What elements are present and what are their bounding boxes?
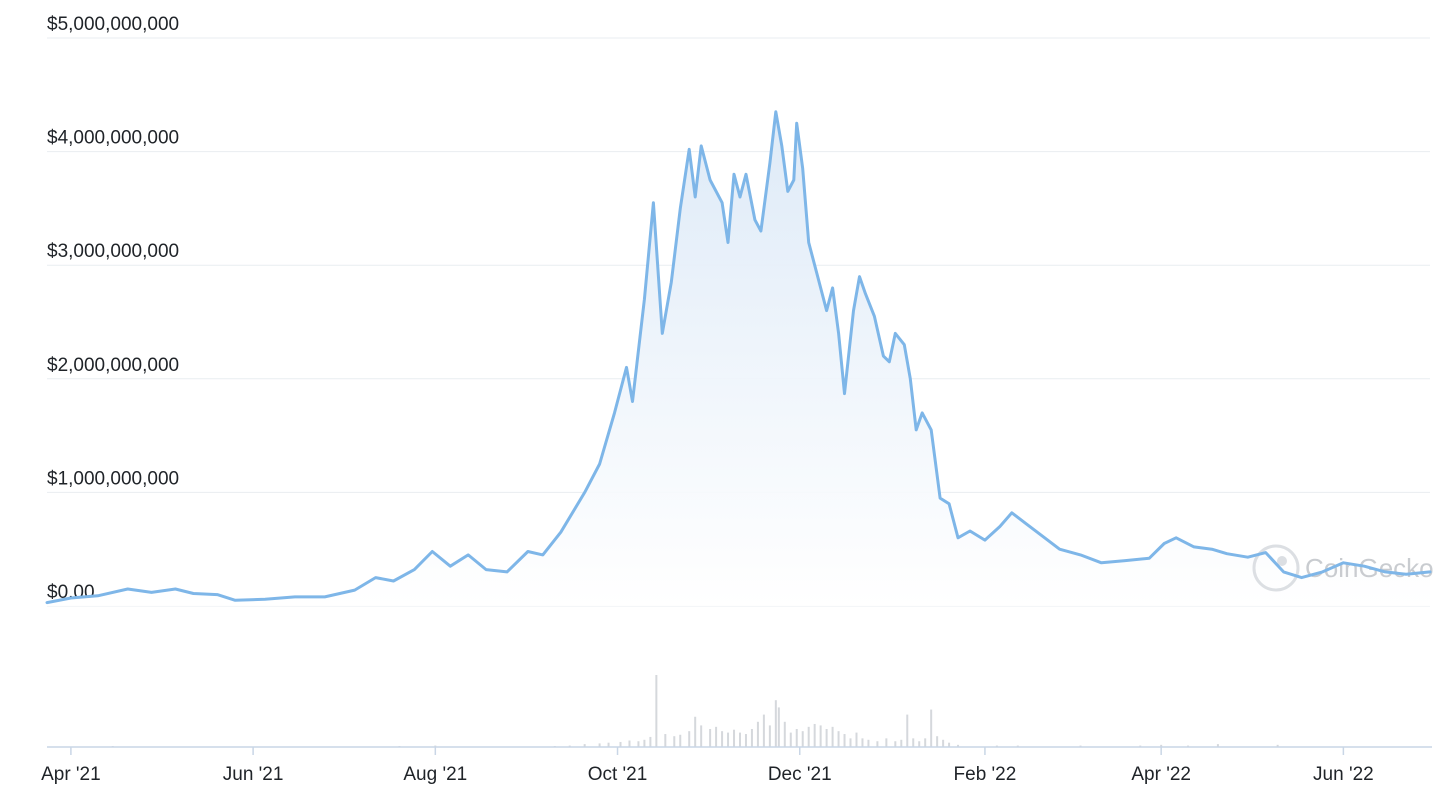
volume-bar xyxy=(583,744,586,747)
volume-bar xyxy=(936,736,939,747)
volume-bar xyxy=(930,709,933,747)
volume-bar xyxy=(942,739,945,747)
coingecko-logo-icon xyxy=(1252,544,1300,592)
volume-bar xyxy=(813,723,816,747)
volume-bar xyxy=(1276,744,1279,747)
volume-bar xyxy=(795,729,798,747)
volume-bar xyxy=(777,707,780,747)
x-tick-label: Jun '22 xyxy=(1313,764,1374,785)
volume-bar xyxy=(768,725,771,747)
y-tick-label: $3,000,000,000 xyxy=(47,241,179,262)
y-tick-label: $1,000,000,000 xyxy=(47,468,179,489)
volume-bar xyxy=(637,741,640,747)
volume-bar xyxy=(598,743,601,747)
volume-bar xyxy=(849,738,852,747)
x-tick-label: Jun '21 xyxy=(223,764,284,785)
volume-bar xyxy=(619,741,622,747)
volume-bar xyxy=(819,725,822,747)
y-tick-label: $4,000,000,000 xyxy=(47,128,179,149)
volume-bar xyxy=(774,700,777,747)
volume-bar xyxy=(801,731,804,747)
volume-bars xyxy=(111,675,1279,747)
volume-bar xyxy=(894,741,897,747)
volume-bar xyxy=(679,734,682,747)
volume-bar xyxy=(837,731,840,747)
volume-bar xyxy=(709,729,712,747)
volume-bar xyxy=(918,741,921,747)
volume-bar xyxy=(924,738,927,747)
volume-bar xyxy=(756,721,759,747)
volume-bar xyxy=(673,736,676,747)
volume-bar xyxy=(727,732,730,747)
volume-bar xyxy=(628,740,631,747)
x-tick-label: Apr '21 xyxy=(41,764,101,785)
y-axis: $0.00$1,000,000,000$2,000,000,000$3,000,… xyxy=(47,14,179,603)
volume-bar xyxy=(738,732,741,747)
volume-bar xyxy=(649,736,652,747)
volume-bar xyxy=(688,731,691,747)
volume-bar xyxy=(789,732,792,747)
volume-bar xyxy=(694,716,697,747)
volume-bar xyxy=(906,714,909,747)
volume-bar xyxy=(1216,744,1219,747)
volume-bar xyxy=(664,734,667,747)
volume-bar xyxy=(843,734,846,747)
volume-bar xyxy=(715,726,718,747)
volume-bar xyxy=(912,738,915,747)
volume-bar xyxy=(861,738,864,747)
volume-bar xyxy=(750,729,753,747)
coingecko-logo-eye xyxy=(1277,556,1287,566)
volume-bar xyxy=(1160,744,1163,747)
volume-bar xyxy=(900,739,903,747)
x-tick-label: Feb '22 xyxy=(954,764,1017,785)
x-tick-label: Oct '21 xyxy=(588,764,648,785)
volume-bar xyxy=(607,742,610,747)
x-axis: Apr '21 Jun '21 Aug '21 Oct '21 Dec '21 Feb '… xyxy=(41,746,1432,785)
x-tick-label: Aug '21 xyxy=(403,764,467,785)
x-tick-label: Apr '22 xyxy=(1131,764,1191,785)
volume-bar xyxy=(825,729,828,747)
line-layer xyxy=(45,110,1432,605)
y-tick-label: $5,000,000,000 xyxy=(47,14,179,35)
series-line xyxy=(45,110,1432,605)
volume-bar xyxy=(855,732,858,747)
x-tick-label: Dec '21 xyxy=(768,764,832,785)
volume-bar xyxy=(885,738,888,747)
volume-bar xyxy=(721,731,724,747)
volume-bar xyxy=(831,726,834,747)
volume-bar xyxy=(957,744,960,747)
coingecko-watermark: CoinGecko xyxy=(1252,544,1434,592)
volume-bar xyxy=(700,725,703,747)
area-layer xyxy=(47,111,1430,607)
volume-bar xyxy=(807,726,810,747)
volume-bar xyxy=(867,739,870,747)
y-tick-label: $2,000,000,000 xyxy=(47,355,179,376)
volume-bar xyxy=(733,729,736,747)
volume-bar xyxy=(655,675,658,747)
area-fill xyxy=(47,111,1430,607)
volume-bar xyxy=(762,714,765,747)
volume-bar xyxy=(643,739,646,747)
volume-bar xyxy=(783,721,786,747)
volume-bar xyxy=(744,734,747,747)
volume-bar xyxy=(876,741,879,747)
volume-bar xyxy=(948,742,951,747)
